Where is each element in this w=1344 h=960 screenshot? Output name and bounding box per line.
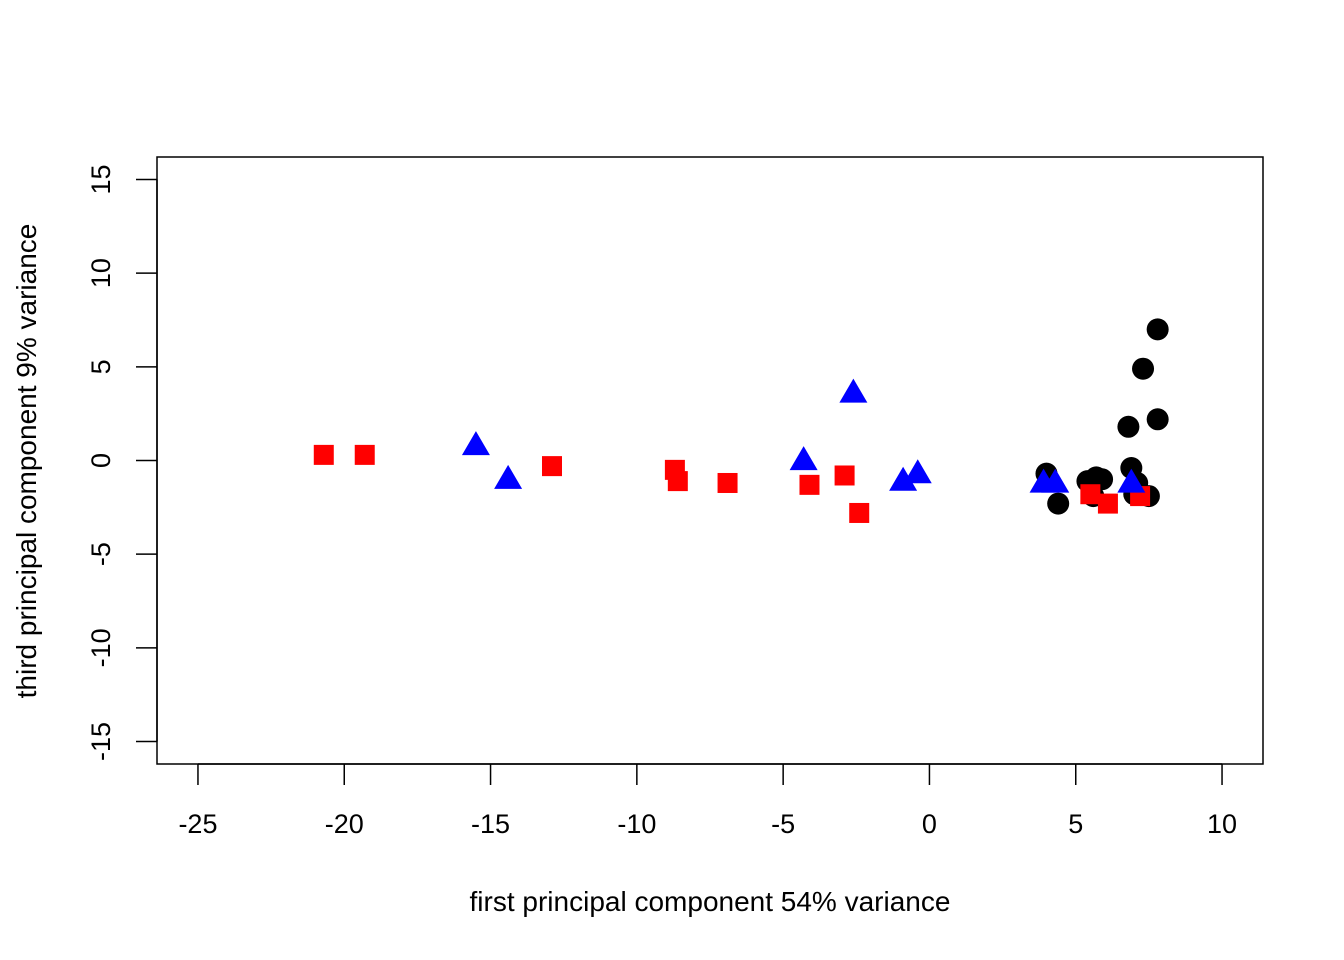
y-tick-label: 5	[86, 359, 116, 374]
data-point-square	[799, 474, 820, 495]
data-point-square	[717, 472, 738, 493]
y-tick-label: 10	[86, 258, 116, 288]
data-point-square	[1080, 484, 1101, 505]
y-axis-label: third principal component 9% variance	[11, 224, 42, 699]
data-point-square	[542, 456, 562, 477]
y-tick-label: 15	[86, 164, 116, 194]
x-axis-label: first principal component 54% variance	[470, 886, 951, 917]
data-point-circle	[1047, 492, 1070, 515]
data-point-triangle	[839, 378, 868, 403]
data-point-circle	[1117, 415, 1140, 438]
data-point-square	[354, 444, 375, 465]
data-point-square	[849, 502, 870, 523]
data-point-circle	[1132, 357, 1155, 380]
x-axis: -25 -20 -15 -10 -5 0 5 10	[178, 763, 1237, 839]
data-point-triangle	[1117, 468, 1146, 493]
y-tick-label: -15	[86, 722, 116, 761]
data-point-square	[1097, 493, 1118, 514]
data-point-triangle	[889, 466, 918, 491]
data-points	[313, 318, 1169, 523]
x-tick-label: 10	[1207, 809, 1237, 839]
data-point-triangle	[789, 446, 818, 471]
y-tick-label: -10	[86, 628, 116, 667]
x-tick-label: 0	[922, 809, 937, 839]
data-point-triangle	[494, 464, 523, 489]
data-point-square	[313, 444, 334, 465]
x-tick-label: -15	[471, 809, 510, 839]
data-point-triangle	[1041, 468, 1070, 493]
x-tick-label: 5	[1068, 809, 1083, 839]
data-point-triangle	[461, 431, 490, 456]
x-tick-label: -5	[771, 809, 795, 839]
data-point-square	[667, 471, 688, 492]
data-point-circle	[1146, 318, 1169, 341]
x-tick-label: -20	[325, 809, 364, 839]
y-axis: -15 -10 -5 0 5 10 15	[86, 164, 158, 761]
data-point-triangle	[903, 459, 932, 484]
y-tick-label: -5	[86, 542, 116, 566]
y-tick-label: 0	[86, 453, 116, 468]
x-tick-label: -25	[178, 809, 217, 839]
data-point-square	[834, 465, 855, 486]
x-tick-label: -10	[617, 809, 656, 839]
data-point-circle	[1146, 408, 1169, 431]
